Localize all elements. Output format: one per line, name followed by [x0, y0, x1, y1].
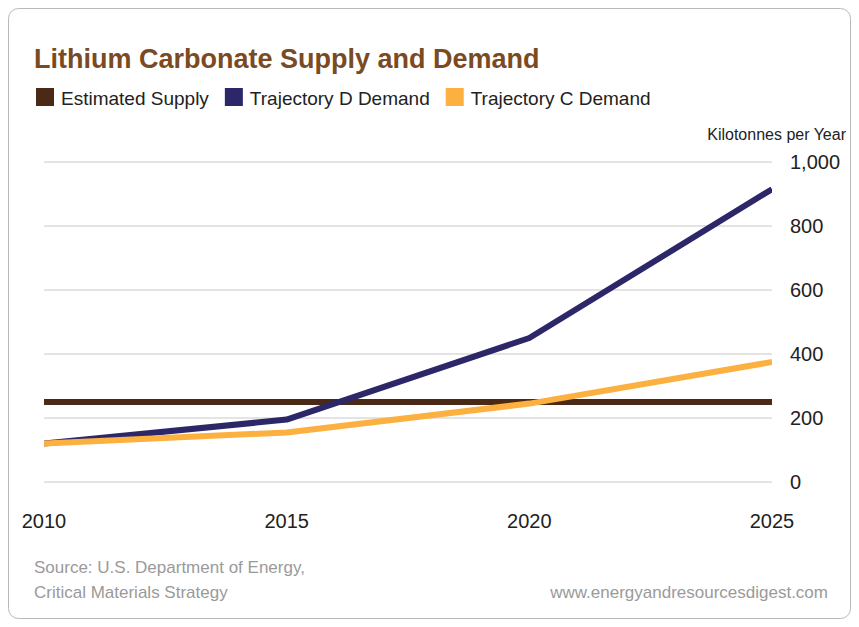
grid-line — [44, 290, 772, 291]
source-note: Source: U.S. Department of Energy, — [34, 558, 305, 577]
series-line — [44, 362, 772, 444]
grid-line — [44, 226, 772, 227]
grid-line — [44, 162, 772, 163]
legend-label: Trajectory D Demand — [250, 88, 430, 109]
grid-line — [44, 354, 772, 355]
y-tick-label: 0 — [790, 471, 801, 493]
title: Lithium Carbonate Supply and Demand — [34, 44, 540, 74]
series-line — [44, 189, 772, 443]
x-tick-label: 2015 — [264, 510, 309, 532]
x-tick-label: 2020 — [507, 510, 552, 532]
source-note: Critical Materials Strategy — [34, 583, 228, 602]
x-tick-label: 2025 — [750, 510, 795, 532]
frame — [9, 9, 851, 619]
y-tick-label: 800 — [790, 215, 823, 237]
legend-label: Estimated Supply — [61, 88, 209, 109]
legend-swatch — [36, 88, 54, 106]
legend-swatch — [446, 88, 464, 106]
y-tick-label: 1,000 — [790, 151, 840, 173]
legend-label: Trajectory C Demand — [471, 88, 651, 109]
series-line — [44, 399, 772, 405]
y-tick-label: 600 — [790, 279, 823, 301]
website: www.energyandresourcesdigest.com — [549, 583, 828, 602]
chart: Lithium Carbonate Supply and Demand Estim… — [0, 0, 859, 627]
grid-line — [44, 482, 772, 483]
legend-swatch — [225, 88, 243, 106]
y-axis-label: Kilotonnes per Year — [707, 126, 846, 143]
y-tick-label: 200 — [790, 407, 823, 429]
plot-area — [44, 189, 772, 443]
y-tick-label: 400 — [790, 343, 823, 365]
x-tick-label: 2010 — [22, 510, 67, 532]
